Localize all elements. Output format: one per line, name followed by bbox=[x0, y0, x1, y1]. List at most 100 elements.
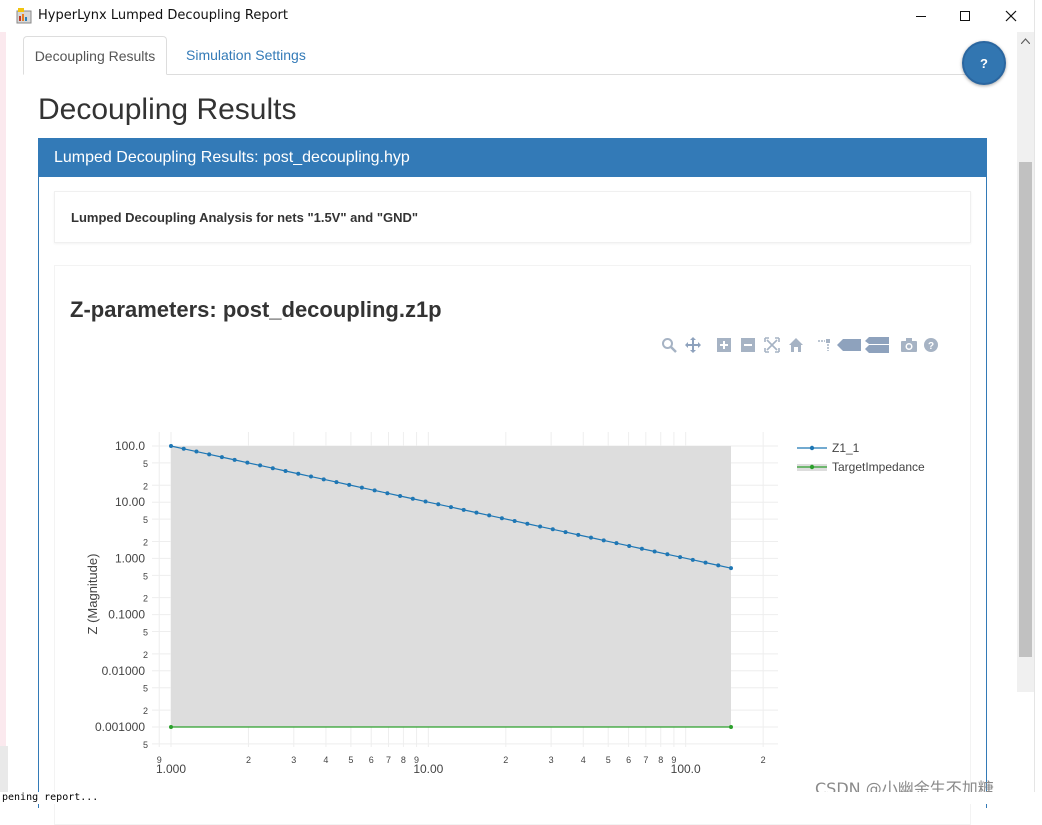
close-button[interactable] bbox=[996, 4, 1026, 28]
window-titlebar: HyperLynx Lumped Decoupling Report bbox=[0, 0, 1042, 32]
y-axis-label: Z (Magnitude) bbox=[85, 554, 100, 635]
series-point bbox=[678, 555, 683, 560]
x-minor-tick-label: 8 bbox=[401, 755, 406, 765]
series-point bbox=[359, 485, 364, 490]
series-point bbox=[169, 444, 173, 448]
series-point bbox=[499, 516, 504, 521]
camera-icon[interactable] bbox=[899, 335, 919, 355]
x-tick-label: 100.0 bbox=[671, 762, 701, 776]
series-point bbox=[296, 471, 301, 476]
background-window-edge bbox=[1034, 0, 1042, 804]
y-tick-label: 10.00 bbox=[115, 495, 145, 509]
series-point bbox=[614, 541, 619, 546]
x-minor-tick-label: 7 bbox=[386, 755, 391, 765]
y-tick-label: 0.1000 bbox=[108, 608, 145, 622]
z-parameter-plot[interactable]: 100.0 10.00 1.000 0.1000 0.01000 0.001000 5 2 5 2… bbox=[0, 0, 1042, 804]
series-point bbox=[258, 463, 263, 468]
minimize-icon bbox=[916, 16, 926, 17]
hover-compare-icon[interactable] bbox=[864, 335, 890, 355]
y-minor-tick-label: 5 bbox=[143, 684, 148, 694]
scroll-up-arrow-icon[interactable] bbox=[1017, 32, 1034, 49]
hover-closest-icon[interactable] bbox=[836, 335, 862, 355]
tab-decoupling-results[interactable]: Decoupling Results bbox=[23, 36, 167, 75]
left-edge bbox=[0, 32, 6, 752]
y-minor-tick-label: 5 bbox=[143, 459, 148, 469]
legend-marker bbox=[809, 445, 815, 451]
zoom-icon[interactable] bbox=[659, 335, 679, 355]
series-point bbox=[729, 725, 733, 729]
page-title: Decoupling Results bbox=[38, 93, 297, 126]
left-edge-bottom bbox=[0, 746, 8, 792]
x-minor-tick-label: 2 bbox=[503, 755, 508, 765]
series-point bbox=[219, 455, 224, 460]
series-point bbox=[525, 521, 530, 526]
y-minor-tick-label: 2 bbox=[143, 650, 148, 660]
help-button[interactable]: ? bbox=[962, 41, 1006, 85]
x-minor-tick-label: 7 bbox=[643, 755, 648, 765]
series-point bbox=[487, 513, 492, 518]
plotly-help-icon[interactable]: ? bbox=[921, 335, 941, 355]
zoom-out-icon[interactable] bbox=[738, 335, 758, 355]
panel-heading: Lumped Decoupling Results: post_decoupli… bbox=[39, 139, 986, 177]
series-point bbox=[652, 549, 657, 554]
series-point bbox=[181, 446, 186, 451]
target-shaded-region bbox=[171, 446, 731, 727]
tab-simulation-settings[interactable]: Simulation Settings bbox=[186, 47, 306, 63]
spike-lines-icon[interactable] bbox=[814, 335, 834, 355]
minimize-button[interactable] bbox=[906, 4, 936, 28]
y-minor-tick-label: 2 bbox=[143, 594, 148, 604]
vertical-scrollbar[interactable] bbox=[1017, 32, 1034, 692]
series-point bbox=[576, 532, 581, 537]
series-point bbox=[410, 496, 415, 501]
series-point bbox=[474, 510, 479, 515]
y-minor-tick-label: 2 bbox=[143, 537, 148, 547]
y-minor-tick-label: 5 bbox=[143, 571, 148, 581]
maximize-icon bbox=[960, 11, 970, 21]
y-minor-tick-label: 5 bbox=[143, 740, 148, 750]
y-minor-tick-label: 5 bbox=[143, 515, 148, 525]
svg-text:?: ? bbox=[928, 341, 934, 352]
series-point bbox=[207, 452, 212, 457]
y-tick-label: 100.0 bbox=[115, 439, 145, 453]
maximize-button[interactable] bbox=[950, 4, 980, 28]
autoscale-icon[interactable] bbox=[762, 335, 782, 355]
scroll-thumb[interactable] bbox=[1019, 162, 1032, 657]
x-tick-label: 10.00 bbox=[413, 762, 443, 776]
window-title: HyperLynx Lumped Decoupling Report bbox=[38, 8, 288, 23]
series-point bbox=[589, 535, 593, 540]
analysis-well: Lumped Decoupling Analysis for nets "1.5… bbox=[54, 191, 971, 243]
series-point bbox=[716, 563, 721, 568]
pan-icon[interactable] bbox=[683, 335, 703, 355]
x-minor-tick-label: 2 bbox=[761, 755, 766, 765]
legend-entry: TargetImpedance bbox=[832, 460, 925, 474]
series-point bbox=[423, 499, 428, 504]
chart-title: Z-parameters: post_decoupling.z1p bbox=[70, 297, 442, 322]
series-point bbox=[270, 466, 275, 471]
series-point bbox=[690, 557, 695, 562]
series-point bbox=[449, 505, 453, 510]
x-minor-tick-label: 5 bbox=[348, 755, 353, 765]
legend-entry: Z1_1 bbox=[832, 441, 860, 455]
x-minor-tick-label: 9 bbox=[414, 755, 419, 765]
series-point bbox=[729, 566, 733, 571]
series-point bbox=[665, 552, 670, 557]
series-point bbox=[194, 449, 199, 454]
x-minor-tick-label: 4 bbox=[323, 755, 328, 765]
series-point bbox=[703, 560, 708, 565]
legend-marker bbox=[809, 464, 815, 470]
x-minor-tick-label: 9 bbox=[671, 755, 676, 765]
tab-bar: Decoupling Results Simulation Settings bbox=[23, 36, 989, 75]
series-point bbox=[283, 468, 288, 473]
series-point bbox=[334, 480, 339, 485]
series-point bbox=[563, 530, 568, 535]
x-minor-tick-label: 8 bbox=[658, 755, 663, 765]
y-minor-tick-label: 2 bbox=[143, 481, 148, 491]
zoom-in-icon[interactable] bbox=[714, 335, 734, 355]
x-minor-tick-label: 6 bbox=[369, 755, 374, 765]
series-point bbox=[232, 457, 237, 462]
x-minor-tick-label: 9 bbox=[157, 755, 162, 765]
y-minor-tick-label: 2 bbox=[143, 706, 148, 716]
series-point bbox=[461, 507, 466, 512]
reset-axes-icon[interactable] bbox=[786, 335, 806, 355]
series-point bbox=[550, 527, 555, 532]
